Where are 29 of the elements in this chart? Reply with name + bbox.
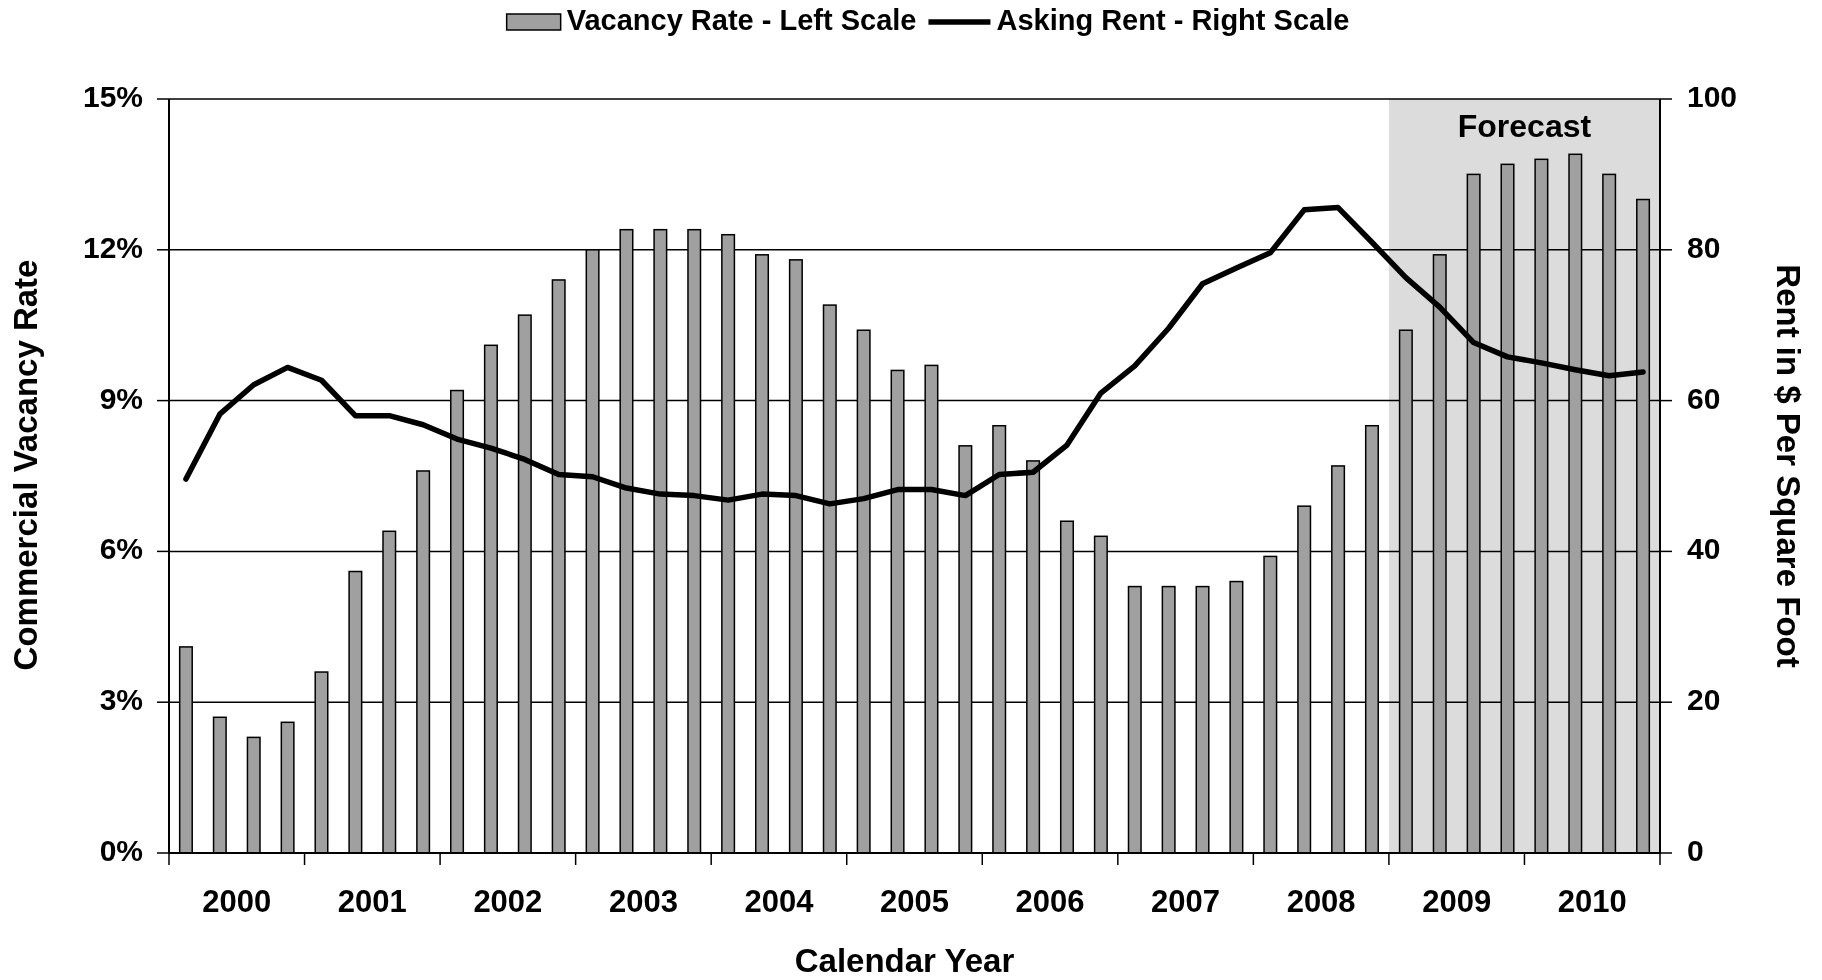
y-tick-label: 15% <box>82 79 143 113</box>
y-tick-label: 3% <box>99 683 143 717</box>
x-tick-label: 2010 <box>1557 884 1627 920</box>
y2-tick-label: 20 <box>1687 683 1721 717</box>
y2-tick-label: 40 <box>1687 532 1721 566</box>
x-tick-label: 2001 <box>337 884 407 920</box>
y2-tick-label: 100 <box>1687 79 1738 113</box>
y2-tick-label: 80 <box>1687 230 1721 264</box>
band-label: Forecast <box>1457 108 1592 145</box>
x-tick-label: 2006 <box>1015 884 1085 920</box>
y-axis-title: Commercial Vacancy Rate <box>6 259 44 671</box>
x-tick-label: 2007 <box>1151 884 1221 920</box>
x-tick-label: 2003 <box>608 884 678 920</box>
y2-tick-label: 60 <box>1687 381 1721 415</box>
y-tick-label: 6% <box>99 532 143 566</box>
x-tick-label: 2009 <box>1422 884 1492 920</box>
x-axis-title: Calendar Year <box>794 941 1015 979</box>
y-tick-label: 0% <box>99 833 143 867</box>
x-tick-label: 2000 <box>202 884 272 920</box>
y2-axis-title: Rent in $ Per Square Foot <box>1770 264 1808 668</box>
y-tick-label: 9% <box>99 381 143 415</box>
legend-label: Vacancy Rate - Left Scale <box>566 3 917 36</box>
legend-label: Asking Rent - Right Scale <box>996 3 1350 36</box>
y2-tick-label: 0 <box>1687 833 1704 867</box>
x-tick-label: 2002 <box>473 884 543 920</box>
x-tick-label: 2004 <box>744 884 815 920</box>
x-tick-label: 2005 <box>880 884 949 920</box>
x-tick-label: 2008 <box>1286 884 1356 920</box>
y-tick-label: 12% <box>82 230 143 264</box>
